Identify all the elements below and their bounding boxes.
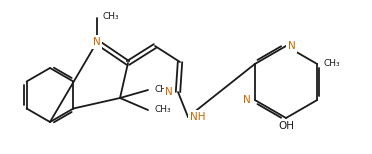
Text: N: N [165,87,173,97]
Text: N: N [93,37,101,47]
Text: CH₃: CH₃ [102,12,119,20]
Text: N: N [288,41,296,51]
Text: CH₃: CH₃ [154,85,171,95]
Text: CH₃: CH₃ [154,105,171,115]
Text: CH₃: CH₃ [323,59,340,69]
Text: N: N [243,95,251,105]
Text: NH: NH [190,112,205,122]
Text: OH: OH [278,121,294,131]
